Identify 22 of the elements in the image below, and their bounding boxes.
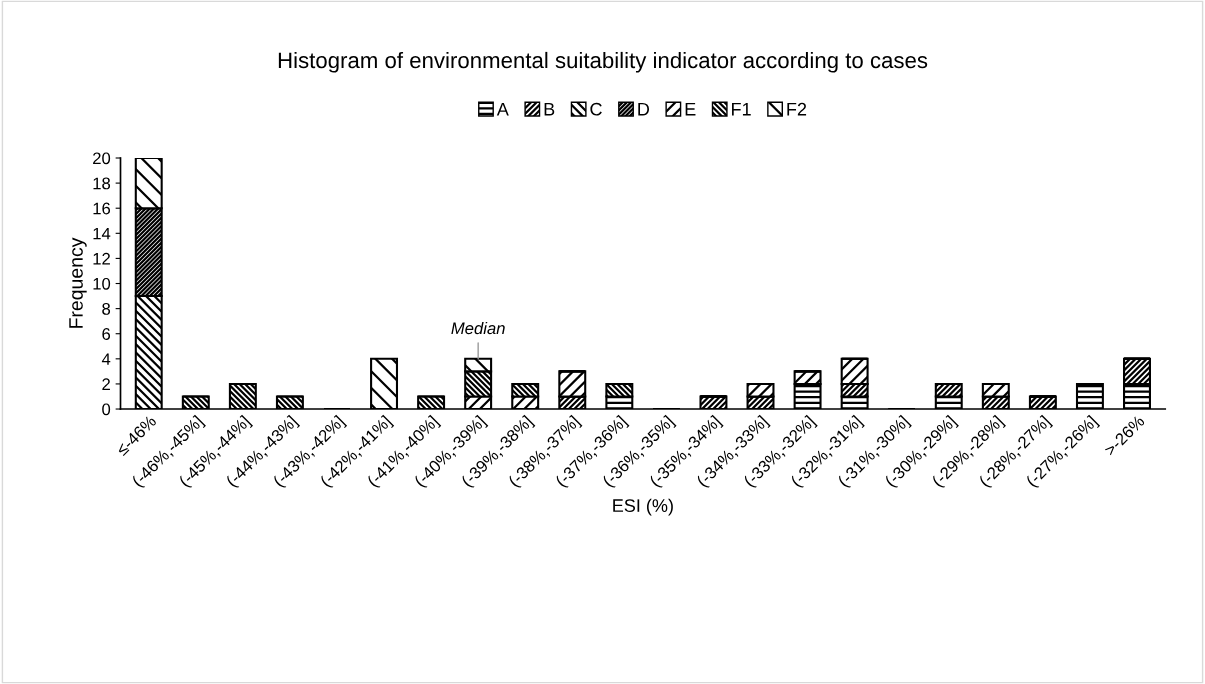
annotation: Median [451, 321, 505, 335]
y-tick-label: 18 [93, 177, 111, 190]
legend-label: D [638, 102, 650, 116]
legend-label: C [590, 102, 602, 116]
legend-label: F1 [732, 102, 751, 116]
y-tick-label: 2 [102, 378, 110, 390]
chart-title: Histogram of environmental suitability indicator according to cases [278, 51, 928, 73]
legend-label: B [544, 102, 555, 116]
y-tick-label: 16 [93, 202, 111, 215]
legend-label: A [496, 102, 509, 116]
y-tick-label: 4 [101, 353, 111, 365]
y-tick-label: 14 [93, 227, 111, 240]
y-tick-label: 10 [93, 277, 111, 290]
y-axis-title: Frequency [69, 237, 87, 328]
y-tick-label: 20 [93, 152, 111, 165]
y-tick-label: 6 [102, 328, 111, 340]
legend-label: F2 [787, 102, 807, 116]
y-tick-label: 8 [102, 303, 111, 315]
y-tick-label: 12 [93, 252, 110, 265]
y-tick-label: 0 [102, 403, 111, 416]
x-axis-title: ESI (%) [613, 498, 673, 516]
legend-label: E [685, 102, 696, 116]
